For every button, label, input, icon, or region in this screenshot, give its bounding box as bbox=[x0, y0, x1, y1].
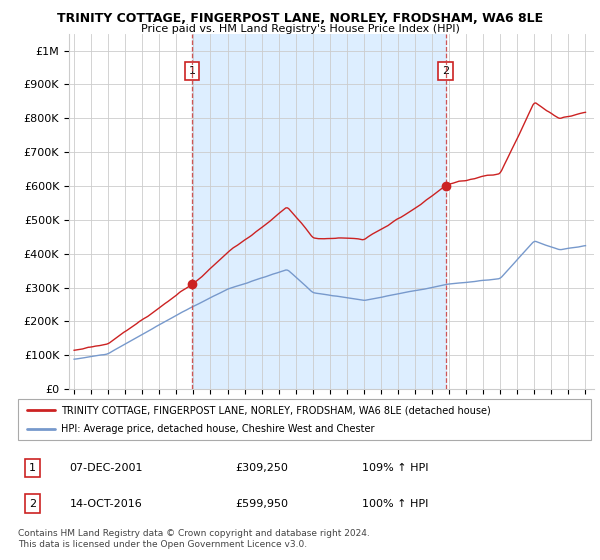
Text: TRINITY COTTAGE, FINGERPOST LANE, NORLEY, FRODSHAM, WA6 8LE: TRINITY COTTAGE, FINGERPOST LANE, NORLEY… bbox=[57, 12, 543, 25]
Text: 1: 1 bbox=[29, 463, 36, 473]
Text: 100% ↑ HPI: 100% ↑ HPI bbox=[362, 498, 428, 508]
Text: 14-OCT-2016: 14-OCT-2016 bbox=[70, 498, 142, 508]
Text: £599,950: £599,950 bbox=[236, 498, 289, 508]
Bar bbox=[192, 34, 446, 389]
Text: HPI: Average price, detached house, Cheshire West and Chester: HPI: Average price, detached house, Ches… bbox=[61, 424, 374, 433]
Text: £309,250: £309,250 bbox=[236, 463, 289, 473]
Text: 07-DEC-2001: 07-DEC-2001 bbox=[70, 463, 143, 473]
Text: 1: 1 bbox=[188, 66, 196, 76]
FancyBboxPatch shape bbox=[18, 399, 591, 440]
Text: TRINITY COTTAGE, FINGERPOST LANE, NORLEY, FRODSHAM, WA6 8LE (detached house): TRINITY COTTAGE, FINGERPOST LANE, NORLEY… bbox=[61, 405, 491, 415]
Text: Contains HM Land Registry data © Crown copyright and database right 2024.
This d: Contains HM Land Registry data © Crown c… bbox=[18, 529, 370, 549]
Text: 2: 2 bbox=[29, 498, 36, 508]
Text: 2: 2 bbox=[442, 66, 449, 76]
Text: Price paid vs. HM Land Registry's House Price Index (HPI): Price paid vs. HM Land Registry's House … bbox=[140, 24, 460, 34]
Text: 109% ↑ HPI: 109% ↑ HPI bbox=[362, 463, 428, 473]
